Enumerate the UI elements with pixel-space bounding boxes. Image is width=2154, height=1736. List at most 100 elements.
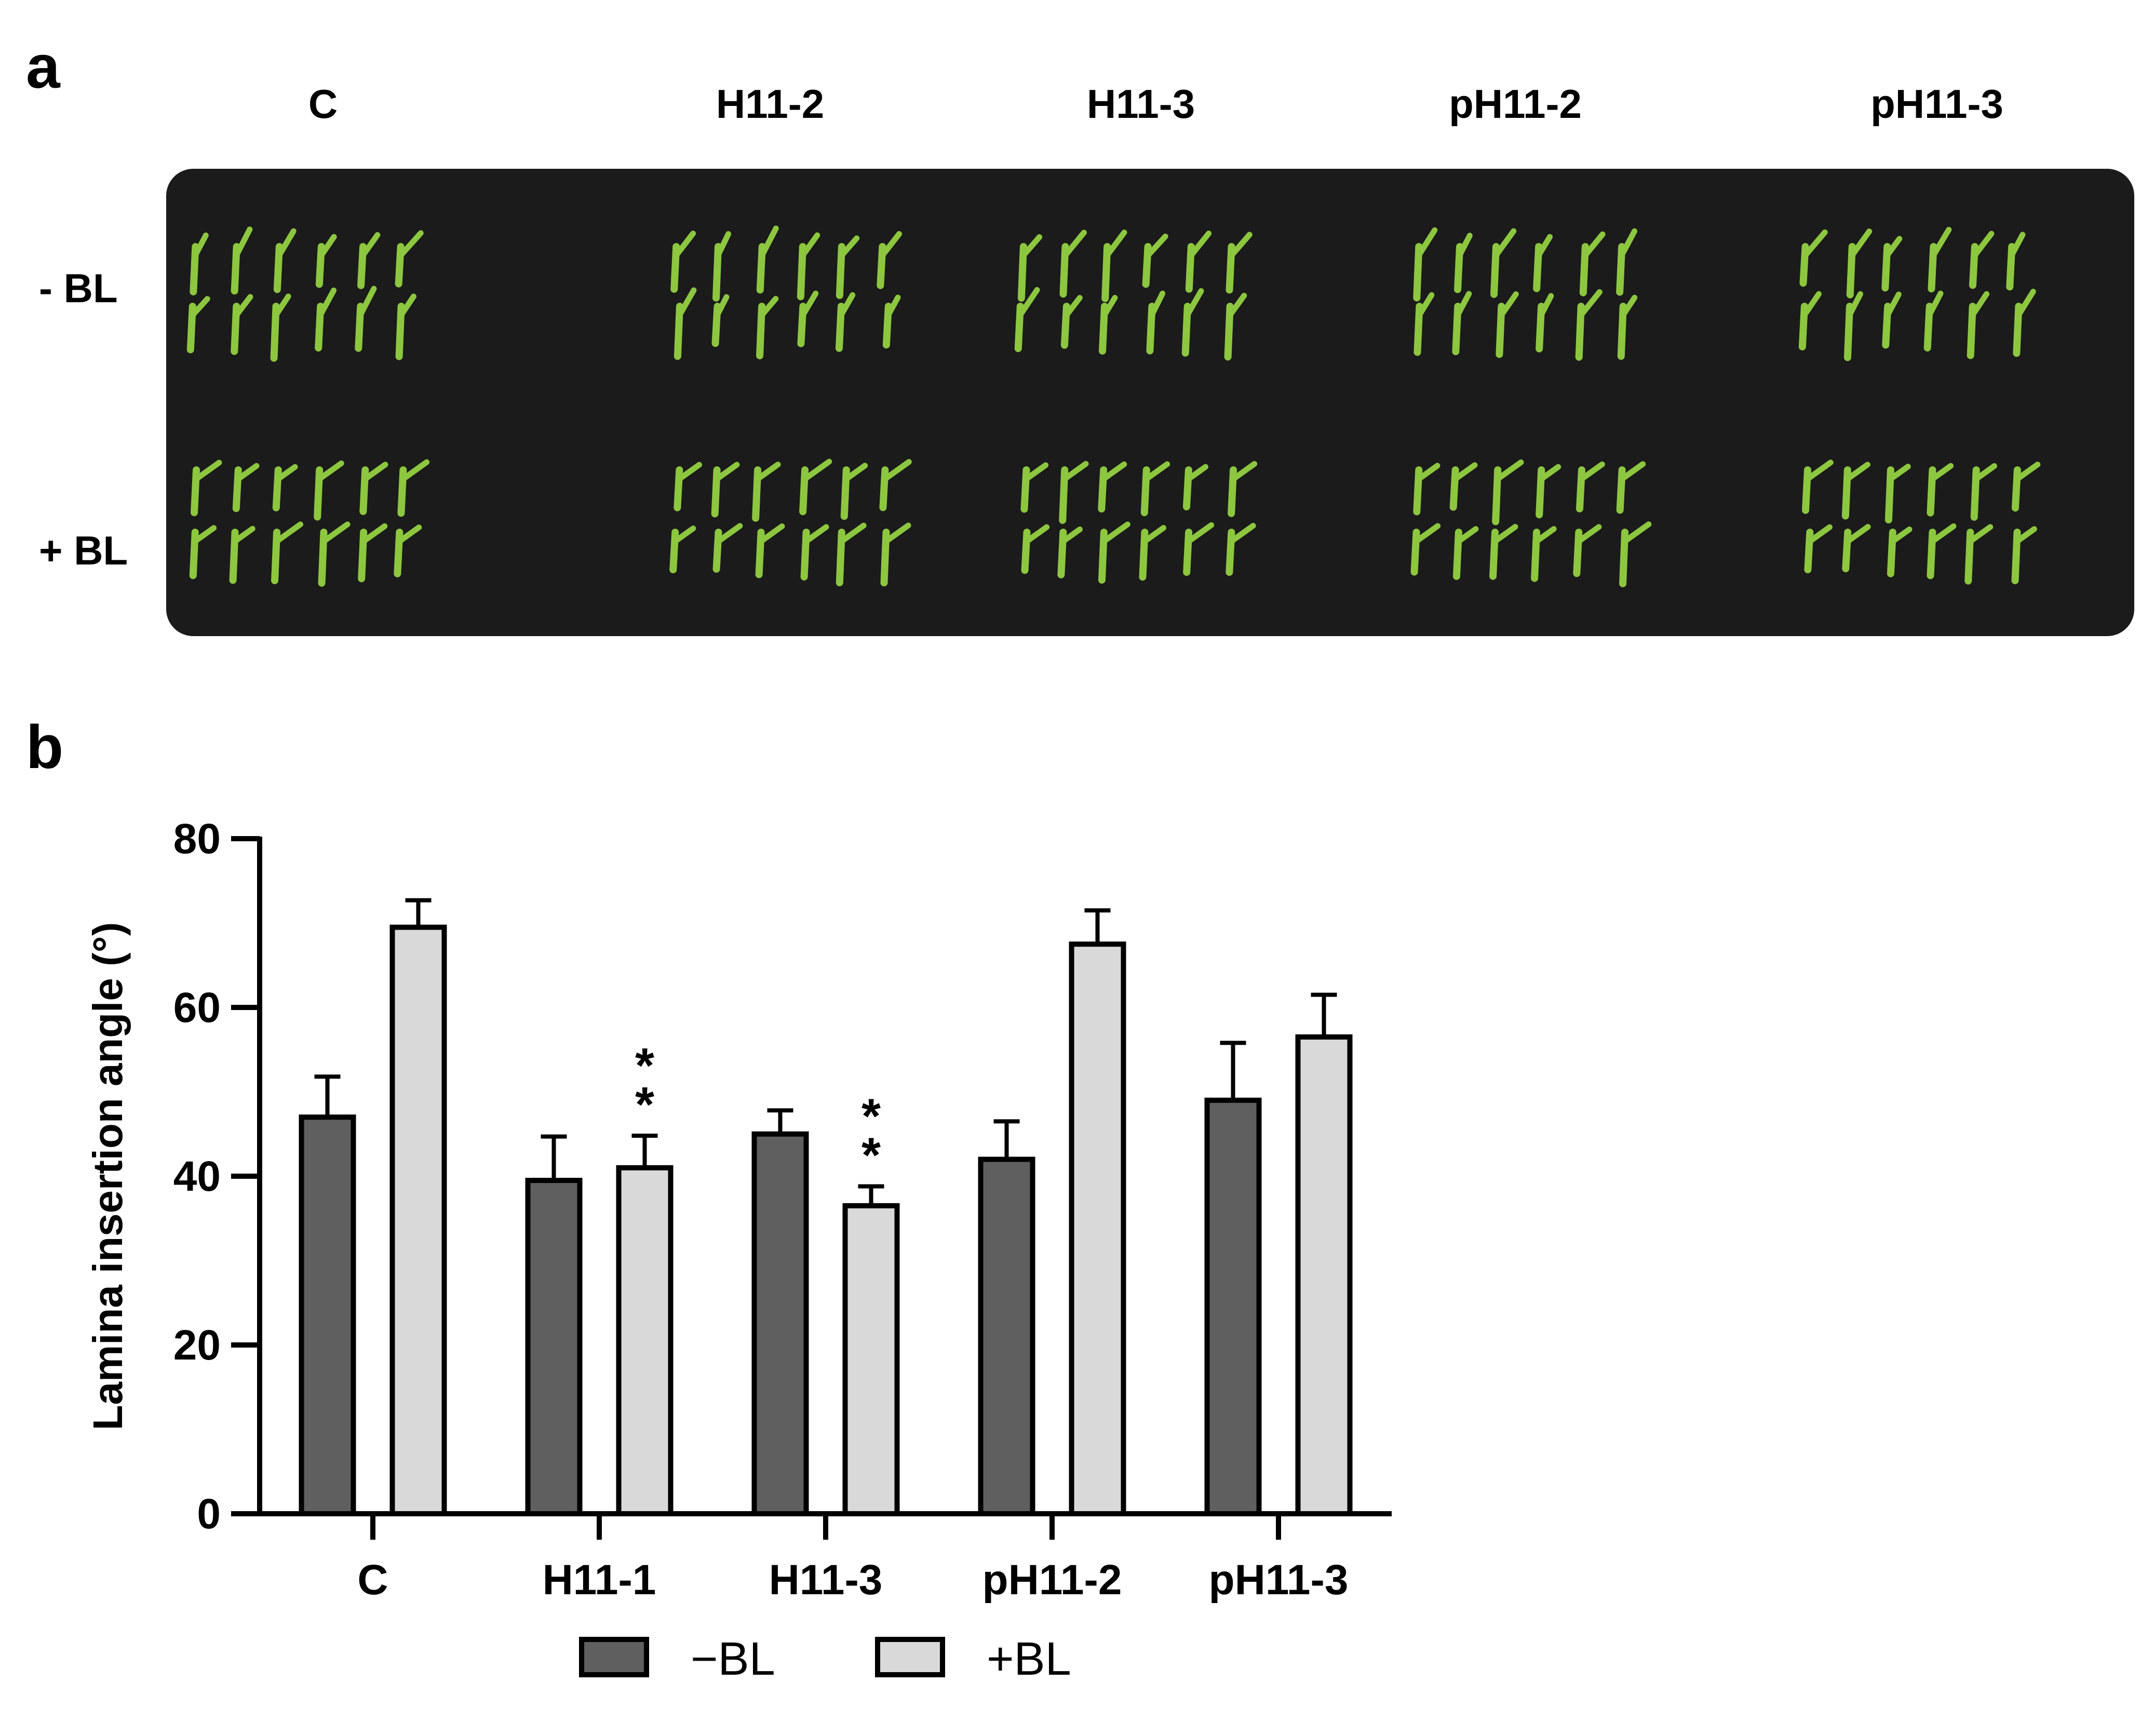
seedling — [1057, 526, 1083, 578]
seedling-leaf — [317, 287, 337, 319]
seedling — [1014, 287, 1040, 353]
seedling-leaf — [1017, 287, 1040, 319]
seedling-leaf — [1844, 462, 1870, 482]
seedling — [2011, 461, 2041, 512]
seedling — [1531, 526, 1557, 582]
seedling — [1226, 232, 1253, 294]
seedling — [1536, 464, 1561, 519]
seedling — [1059, 230, 1087, 298]
seedling — [186, 296, 210, 354]
row-label-minus-bl: - BL — [39, 265, 118, 311]
seedling — [1021, 524, 1050, 574]
seedling — [189, 525, 217, 580]
x-tick-label: pH11-3 — [1209, 1556, 1349, 1604]
seedling-leaf — [273, 521, 304, 545]
significance-marker: * — [635, 1038, 654, 1093]
seedling — [1575, 289, 1603, 361]
seedling-leaf — [1228, 522, 1256, 545]
bar — [751, 1131, 809, 1516]
seedling — [1846, 228, 1873, 299]
x-tick-label: H11-1 — [543, 1556, 656, 1604]
seedling — [231, 226, 253, 295]
seedling — [232, 463, 260, 513]
seedling-leaf — [754, 461, 781, 482]
seedling-leaf — [1148, 290, 1166, 319]
seedling — [315, 287, 337, 352]
seedling — [1185, 231, 1212, 293]
seedling — [1020, 462, 1049, 513]
column-label-ph11-2: pH11-2 — [1449, 81, 1582, 127]
seedling-leaf — [1929, 523, 1957, 545]
seedling — [1799, 229, 1828, 287]
seedling-leaf — [1535, 234, 1553, 259]
seedling-leaf — [1452, 462, 1478, 482]
seedling-photo — [166, 169, 2134, 636]
seedling — [314, 460, 344, 521]
seedling-leaf — [233, 294, 253, 319]
y-tick-label: 80 — [173, 815, 221, 863]
seedling — [1927, 463, 1954, 517]
seedling — [1492, 459, 1524, 526]
seedling-leaf — [1844, 523, 1871, 545]
seedling-leaf — [1618, 228, 1638, 259]
seedling-leaf — [360, 523, 388, 545]
seedling-leaf — [1416, 292, 1435, 319]
seedling-leaf — [1967, 524, 1994, 545]
seedling — [1801, 460, 1834, 514]
seedling-leaf — [1415, 227, 1438, 259]
seedling-leaf — [1022, 462, 1049, 482]
seedling-leaf — [399, 459, 430, 482]
bar — [616, 1165, 674, 1516]
seedling — [1841, 462, 1870, 520]
seedling — [879, 459, 912, 512]
seedling-leaf — [838, 522, 867, 545]
seedling-leaf — [758, 295, 779, 319]
seedling-leaf — [232, 526, 255, 545]
seedling — [799, 459, 832, 516]
seedling — [1413, 463, 1441, 516]
seedling — [1842, 523, 1871, 573]
significance-marker: * — [861, 1089, 881, 1144]
seedling — [397, 459, 430, 517]
seedling-leaf — [1413, 523, 1441, 545]
seedling-leaf — [1883, 236, 1903, 259]
seedling-leaf — [1498, 291, 1519, 319]
seedling — [1182, 464, 1208, 510]
seedling — [1098, 461, 1127, 513]
seedling — [231, 294, 253, 355]
seedling-leaf — [1926, 290, 1944, 319]
seedling — [1139, 524, 1167, 581]
column-label-h11-2: H11-2 — [716, 81, 825, 127]
seedling-leaf — [676, 287, 697, 319]
seedling — [1573, 524, 1602, 577]
seedling — [835, 292, 856, 352]
bar — [389, 924, 447, 1516]
legend-label: +BL — [987, 1633, 1071, 1685]
seedling — [1882, 291, 1902, 349]
seedling — [882, 294, 901, 349]
seedling — [1059, 461, 1089, 524]
seedling — [318, 521, 351, 587]
bar — [525, 1178, 583, 1516]
seedling-leaf — [1621, 521, 1652, 545]
seedling-leaf — [1492, 228, 1517, 259]
seedling-leaf — [235, 463, 260, 482]
seedling — [1142, 233, 1168, 288]
seedling-leaf — [676, 462, 702, 482]
seedling — [1452, 526, 1479, 580]
seedling-leaf — [1491, 523, 1518, 545]
legend-label: −BL — [691, 1633, 775, 1685]
seedling-leaf — [1185, 522, 1215, 545]
seedling-leaf — [713, 462, 740, 482]
seedling-leaf — [1059, 526, 1083, 545]
seedling-leaf — [1578, 289, 1603, 319]
seedling — [273, 228, 297, 293]
seedling — [270, 293, 291, 362]
seedling — [1619, 521, 1652, 587]
seedling-leaf — [838, 292, 856, 319]
seedling — [1798, 291, 1822, 351]
seedling — [1146, 290, 1166, 355]
seedling — [1616, 228, 1638, 296]
seedling-leaf — [2014, 526, 2037, 545]
seedling-leaf — [715, 231, 732, 259]
